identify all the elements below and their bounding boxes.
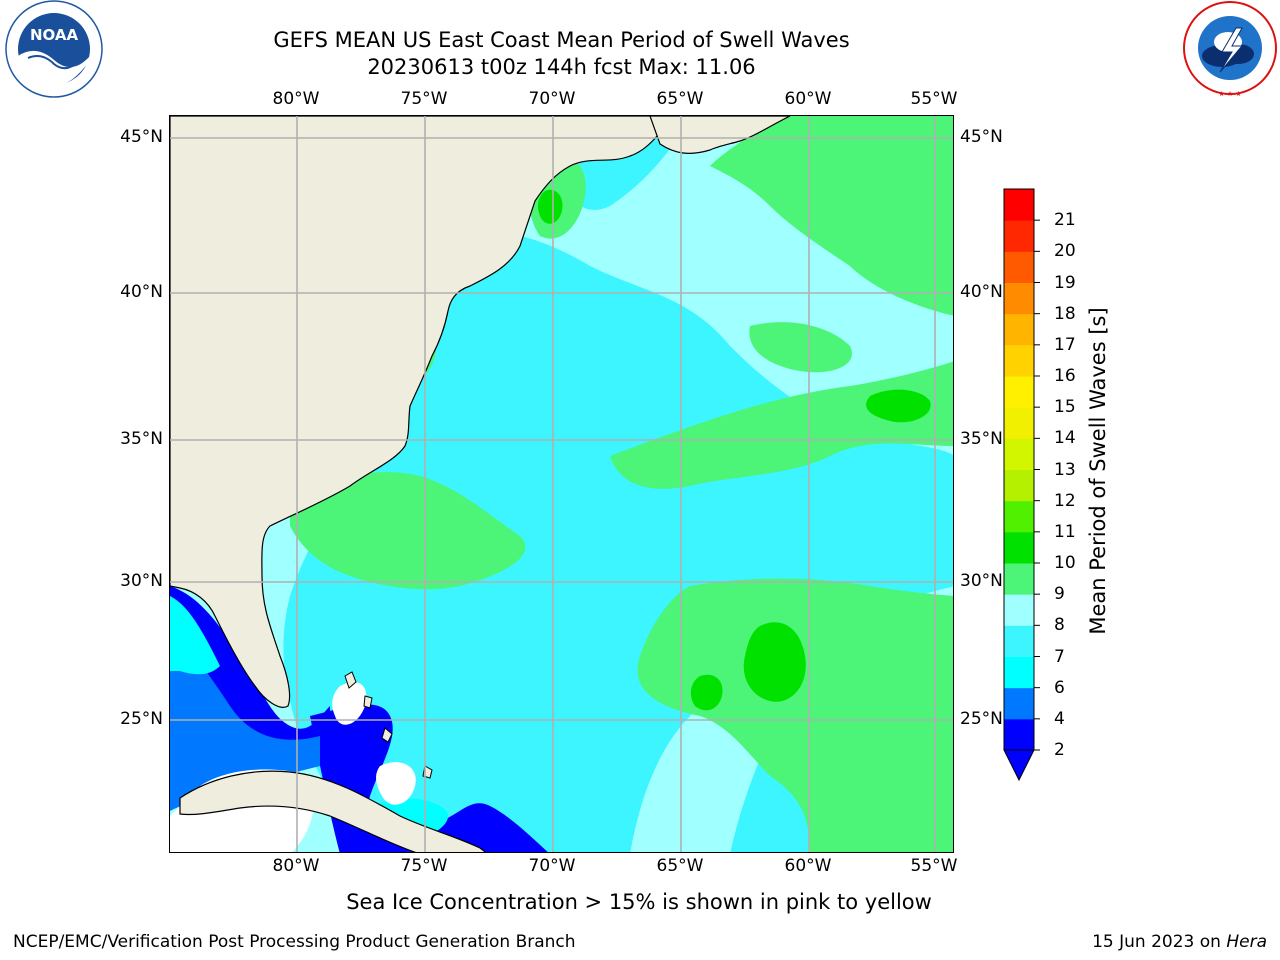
colorbar-tick-label: 2 bbox=[1054, 740, 1065, 760]
lon-label: 80°W bbox=[272, 89, 320, 109]
colorbar-under-arrow bbox=[1003, 749, 1035, 782]
colorbar-tick-label: 11 bbox=[1054, 521, 1076, 542]
colorbar-tick-label: 8 bbox=[1054, 615, 1065, 636]
colorbar-bin bbox=[1004, 500, 1034, 533]
footer-host: Hera bbox=[1226, 932, 1267, 952]
lat-label: 40°N bbox=[120, 282, 163, 302]
lon-label: 70°W bbox=[528, 856, 576, 876]
colorbar-tick-label: 4 bbox=[1054, 708, 1065, 729]
svg-text:NOAA: NOAA bbox=[30, 26, 79, 44]
colorbar-bin bbox=[1004, 531, 1034, 564]
footer-credit: NCEP/EMC/Verification Post Processing Pr… bbox=[13, 932, 576, 952]
period-6-7-region bbox=[170, 596, 220, 675]
lon-label: 65°W bbox=[656, 89, 704, 109]
land-bahamas bbox=[344, 671, 357, 689]
colorbar-bin bbox=[1004, 251, 1034, 283]
colorbar-bin bbox=[1004, 625, 1034, 657]
chart-subtitle: 20230613 t00z 144h fcst Max: 11.06 bbox=[367, 55, 756, 79]
lat-label: 35°N bbox=[960, 429, 1003, 449]
colorbar-bin bbox=[1004, 563, 1034, 595]
colorbar-bin bbox=[1004, 687, 1034, 720]
colorbar-bin bbox=[1004, 438, 1034, 470]
colorbar-tick-label: 18 bbox=[1054, 303, 1076, 324]
colorbar-tick-label: 13 bbox=[1054, 459, 1076, 480]
land-north-america bbox=[170, 116, 671, 708]
sea-ice-caption: Sea Ice Concentration > 15% is shown in … bbox=[346, 890, 932, 914]
colorbar-bin bbox=[1004, 189, 1034, 221]
chart-title: GEFS MEAN US East Coast Mean Period of S… bbox=[273, 28, 850, 52]
colorbar-tick-label: 21 bbox=[1054, 210, 1076, 231]
no-data-region bbox=[376, 762, 416, 805]
period-9-10-region bbox=[637, 578, 953, 852]
lat-label: 30°N bbox=[960, 571, 1003, 591]
lat-label: 30°N bbox=[120, 571, 163, 591]
period-10-11-region bbox=[690, 674, 723, 711]
nws-logo-icon: ★ ★ ★ bbox=[1183, 1, 1277, 98]
lon-label: 75°W bbox=[400, 89, 448, 109]
map-panel[interactable] bbox=[169, 115, 954, 853]
lat-label: 35°N bbox=[120, 429, 163, 449]
colorbar-bin bbox=[1004, 220, 1034, 252]
land-bahamas bbox=[363, 695, 373, 709]
lat-label: 25°N bbox=[960, 709, 1003, 729]
colorbar-bin bbox=[1004, 718, 1034, 751]
svg-text:★ ★ ★: ★ ★ ★ bbox=[1218, 90, 1241, 98]
lat-label: 45°N bbox=[960, 127, 1003, 147]
colorbar-bin bbox=[1004, 594, 1034, 626]
colorbar-tick-label: 7 bbox=[1054, 646, 1065, 667]
colorbar-tick-label: 12 bbox=[1054, 490, 1076, 511]
colorbar-tick-label: 19 bbox=[1054, 272, 1076, 293]
lon-label: 65°W bbox=[656, 856, 704, 876]
lon-label: 70°W bbox=[528, 89, 576, 109]
lon-label: 55°W bbox=[910, 89, 958, 109]
colorbar bbox=[1003, 188, 1040, 782]
colorbar-bin bbox=[1004, 376, 1034, 408]
colorbar-tick-label: 9 bbox=[1054, 584, 1065, 605]
land-maritimes bbox=[649, 116, 791, 154]
graticule bbox=[170, 116, 953, 852]
colorbar-tick-label: 6 bbox=[1054, 677, 1065, 698]
lat-label: 25°N bbox=[120, 709, 163, 729]
lat-label: 40°N bbox=[960, 282, 1003, 302]
colorbar-tick-label: 20 bbox=[1054, 241, 1076, 262]
period-4-6-region bbox=[170, 636, 320, 811]
lat-label: 45°N bbox=[120, 127, 163, 147]
colorbar-bin bbox=[1004, 282, 1034, 315]
land-cuba bbox=[179, 770, 487, 852]
noaa-logo-icon: NOAA bbox=[5, 0, 103, 98]
colorbar-bin bbox=[1004, 407, 1034, 439]
no-data-region bbox=[332, 682, 367, 725]
land-bahamas bbox=[381, 727, 393, 743]
lon-label: 60°W bbox=[784, 89, 832, 109]
period-9-10-region bbox=[610, 361, 953, 489]
lon-label: 60°W bbox=[784, 856, 832, 876]
colorbar-tick-label: 15 bbox=[1054, 397, 1076, 418]
period-10-11-region bbox=[743, 622, 806, 702]
lon-label: 75°W bbox=[400, 856, 448, 876]
period-9-10-region bbox=[290, 472, 526, 590]
lon-label: 80°W bbox=[272, 856, 320, 876]
colorbar-bin bbox=[1004, 313, 1034, 346]
colorbar-bin bbox=[1004, 656, 1034, 689]
colorbar-bin bbox=[1004, 469, 1034, 502]
colorbar-bin bbox=[1004, 344, 1034, 377]
period-7-8-region bbox=[283, 231, 953, 852]
period-10-11-region bbox=[866, 389, 931, 423]
period-10-11-region bbox=[537, 189, 563, 224]
colorbar-tick-label: 16 bbox=[1054, 366, 1076, 386]
colorbar-tick-label: 14 bbox=[1054, 428, 1076, 449]
colorbar-tick-label: 10 bbox=[1054, 553, 1076, 573]
colorbar-title: Mean Period of Swell Waves [s] bbox=[1086, 307, 1110, 635]
period-9-10-region bbox=[710, 116, 953, 316]
footer-timestamp: 15 Jun 2023 on Hera bbox=[1092, 932, 1267, 952]
footer-date: 15 Jun 2023 on bbox=[1092, 932, 1221, 952]
period-9-10-region bbox=[749, 322, 852, 373]
colorbar-tick-label: 17 bbox=[1054, 334, 1076, 355]
lon-label: 55°W bbox=[910, 856, 958, 876]
swell-period-map[interactable] bbox=[170, 116, 954, 853]
